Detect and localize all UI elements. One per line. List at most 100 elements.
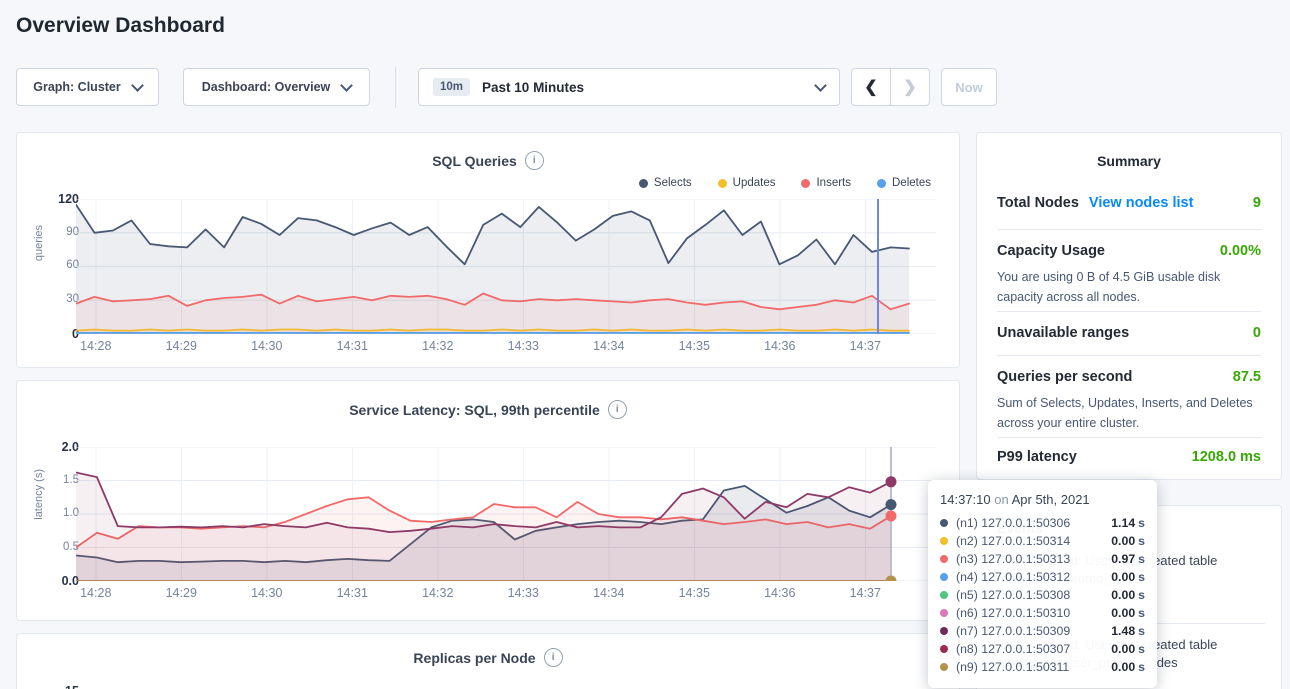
x-tick: 14:33 — [481, 339, 567, 353]
x-axis-labels: 14:2814:2914:3014:3114:3214:3314:3414:35… — [53, 339, 909, 353]
x-tick: 14:32 — [395, 339, 481, 353]
y-tick: 90 — [33, 226, 79, 238]
time-range-label: Past 10 Minutes — [482, 80, 584, 95]
info-icon[interactable]: i — [544, 648, 563, 667]
time-prev-button[interactable]: ❮ — [851, 68, 891, 106]
node-address: (n9) 127.0.0.1:50311 — [956, 660, 1069, 674]
node-address: (n3) 127.0.0.1:50313 — [956, 552, 1070, 566]
y-tick: 1.0 — [33, 507, 79, 519]
node-latency-value: 0.00 — [1111, 606, 1135, 620]
legend-item[interactable]: Deletes — [877, 177, 931, 189]
x-axis-labels: 14:2814:2914:3014:3114:3214:3314:3414:35… — [53, 586, 909, 600]
x-tick: 14:29 — [139, 339, 225, 353]
chevron-down-icon — [814, 79, 827, 92]
node-latency-value: 0.00 — [1111, 642, 1135, 656]
node-latency-value: 0.97 — [1111, 552, 1135, 566]
capacity-label: Capacity Usage — [997, 243, 1105, 259]
service-latency-chart[interactable] — [76, 447, 936, 581]
view-nodes-list-link[interactable]: View nodes list — [1089, 195, 1194, 211]
capacity-value: 0.00% — [1220, 243, 1261, 259]
legend-dot-icon — [639, 179, 648, 188]
tooltip-timestamp: 14:37:10 on Apr 5th, 2021 — [940, 492, 1145, 507]
divider — [997, 229, 1261, 230]
time-next-button[interactable]: ❯ — [890, 68, 930, 106]
tooltip-on: on — [994, 492, 1008, 507]
sql-queries-title-row: SQL Queries i — [17, 151, 959, 170]
node-color-dot-icon — [940, 627, 948, 635]
graph-dropdown[interactable]: Graph: Cluster — [16, 68, 159, 106]
time-step-button-group: ❮ ❯ — [851, 68, 930, 106]
legend-dot-icon — [718, 179, 727, 188]
node-address: (n8) 127.0.0.1:50307 — [956, 642, 1070, 656]
legend-item[interactable]: Updates — [718, 177, 776, 189]
x-tick: 14:28 — [53, 586, 139, 600]
tooltip-time: 14:37:10 — [940, 492, 991, 507]
node-color-dot-icon — [940, 519, 948, 527]
node-address: (n4) 127.0.0.1:50312 — [956, 570, 1070, 584]
divider — [997, 437, 1261, 438]
graph-dropdown-label: Graph: Cluster — [33, 80, 121, 94]
x-tick: 14:36 — [737, 586, 823, 600]
p99-value: 1208.0 ms — [1192, 449, 1261, 465]
info-icon[interactable]: i — [525, 151, 544, 170]
x-tick: 14:30 — [224, 339, 310, 353]
node-latency-value: 0.00 — [1111, 570, 1135, 584]
qps-value: 87.5 — [1233, 369, 1261, 385]
y-tick: 1.5 — [33, 474, 79, 486]
p99-row: P99 latency 1208.0 ms — [997, 449, 1261, 465]
node-latency-value: 0.00 — [1111, 534, 1135, 548]
summary-panel: Summary Total Nodes View nodes list 9 Ca… — [976, 132, 1282, 480]
sql-queries-chart[interactable] — [76, 199, 936, 334]
legend-dot-icon — [801, 179, 810, 188]
node-color-dot-icon — [940, 645, 948, 653]
legend-item[interactable]: Selects — [639, 177, 692, 189]
node-latency-value: 0.00 — [1111, 660, 1135, 674]
info-icon[interactable]: i — [608, 400, 627, 419]
node-color-dot-icon — [940, 609, 948, 617]
node-latency-unit: s — [1138, 570, 1145, 584]
tooltip-node-row: (n8) 127.0.0.1:50307 0.00 s — [940, 640, 1145, 658]
sql-queries-card: SQL Queries i Selects Updates Inserts Delet… — [16, 132, 960, 368]
time-range-dropdown[interactable]: 10m Past 10 Minutes — [418, 68, 840, 106]
tooltip-node-row: (n1) 127.0.0.1:50306 1.14 s — [940, 514, 1145, 532]
toolbar-divider — [395, 66, 396, 108]
node-color-dot-icon — [940, 537, 948, 545]
x-tick: 14:34 — [566, 339, 652, 353]
divider — [997, 311, 1261, 312]
node-color-dot-icon — [940, 663, 948, 671]
legend-item[interactable]: Inserts — [801, 177, 851, 189]
node-color-dot-icon — [940, 573, 948, 581]
node-color-dot-icon — [940, 555, 948, 563]
node-latency-unit: s — [1138, 552, 1145, 566]
node-latency-unit: s — [1138, 642, 1145, 656]
chevron-down-icon — [131, 79, 144, 92]
tooltip-date: Apr 5th, 2021 — [1012, 492, 1090, 507]
tooltip-node-row: (n2) 127.0.0.1:50314 0.00 s — [940, 532, 1145, 550]
node-latency-value: 1.14 — [1111, 516, 1135, 530]
chart-legend: Selects Updates Inserts Deletes — [639, 177, 931, 189]
x-tick: 14:31 — [310, 339, 396, 353]
page-title: Overview Dashboard — [16, 14, 225, 38]
dashboard-dropdown[interactable]: Dashboard: Overview — [183, 68, 370, 106]
service-latency-card: Service Latency: SQL, 99th percentile i … — [16, 380, 960, 621]
tooltip-node-row: (n7) 127.0.0.1:50309 1.48 s — [940, 622, 1145, 640]
node-latency-value: 0.00 — [1111, 588, 1135, 602]
y-tick: 2.0 — [33, 440, 79, 454]
node-latency-unit: s — [1138, 588, 1145, 602]
dashboard-dropdown-label: Dashboard: Overview — [202, 80, 331, 94]
tooltip-node-row: (n3) 127.0.0.1:50313 0.97 s — [940, 550, 1145, 568]
node-latency-value: 1.48 — [1111, 624, 1135, 638]
total-nodes-row: Total Nodes View nodes list 9 — [997, 195, 1261, 211]
x-tick: 14:28 — [53, 339, 139, 353]
total-nodes-label: Total Nodes — [997, 195, 1079, 211]
now-button[interactable]: Now — [941, 68, 997, 106]
legend-dot-icon — [877, 179, 886, 188]
tooltip-node-row: (n4) 127.0.0.1:50312 0.00 s — [940, 568, 1145, 586]
y-tick: 120 — [33, 192, 79, 206]
node-address: (n7) 127.0.0.1:50309 — [956, 624, 1070, 638]
unavailable-ranges-label: Unavailable ranges — [997, 325, 1129, 341]
summary-title: Summary — [977, 153, 1281, 169]
capacity-description: You are using 0 B of 4.5 GiB usable disk… — [997, 267, 1261, 307]
total-nodes-value: 9 — [1253, 195, 1261, 211]
replicas-title-row: Replicas per Node i — [17, 648, 959, 667]
